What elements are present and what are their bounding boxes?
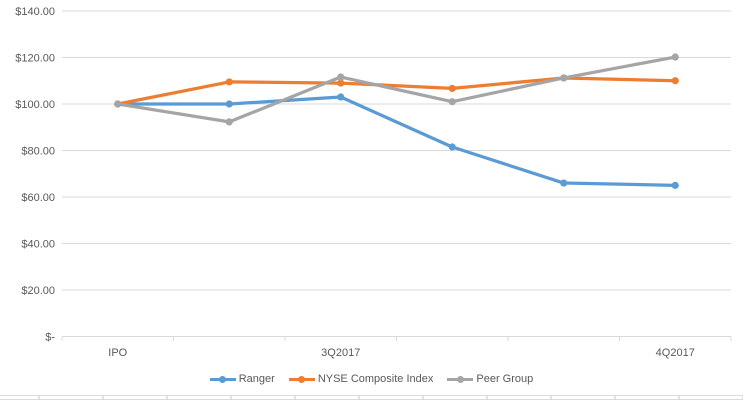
y-axis-label: $20.00: [21, 285, 55, 297]
data-point-peer-group[interactable]: [560, 74, 568, 82]
line-dot-marker-icon: [209, 375, 236, 384]
data-point-nyse-composite-index[interactable]: [337, 79, 345, 87]
y-axis-label: $-: [45, 332, 55, 344]
series-line-nyse-composite-index[interactable]: [116, 76, 677, 106]
data-point-nyse-composite-index[interactable]: [225, 78, 233, 86]
data-point-ranger[interactable]: [560, 179, 568, 187]
data-point-peer-group[interactable]: [671, 53, 679, 61]
line-dot-marker-icon: [447, 375, 474, 384]
y-axis-label: $40.00: [21, 239, 55, 251]
legend-item-ranger[interactable]: Ranger: [209, 373, 275, 386]
data-point-nyse-composite-index[interactable]: [671, 77, 679, 85]
y-axis-label: $60.00: [21, 192, 55, 204]
data-point-ranger[interactable]: [448, 143, 456, 151]
series-line-peer-group[interactable]: [116, 55, 677, 124]
y-axis-label: $80.00: [21, 146, 55, 158]
chart-legend: Ranger NYSE Composite Index Peer Group: [0, 372, 743, 387]
data-point-nyse-composite-index[interactable]: [448, 84, 456, 93]
x-axis-label: 4Q2017: [656, 347, 695, 359]
line-dot-marker-icon: [288, 375, 315, 384]
legend-item-peer-group[interactable]: Peer Group: [447, 373, 533, 386]
data-point-ranger[interactable]: [337, 93, 345, 101]
legend-label-ranger: Ranger: [238, 373, 275, 385]
data-point-peer-group[interactable]: [448, 98, 456, 106]
data-point-peer-group[interactable]: [337, 73, 345, 81]
data-point-ranger[interactable]: [671, 181, 679, 189]
series-line-ranger[interactable]: [116, 95, 677, 187]
y-axis-label: $100.00: [15, 99, 55, 111]
data-point-ranger[interactable]: [225, 100, 233, 108]
y-axis-label: $140.00: [15, 6, 55, 18]
y-axis-label: $120.00: [15, 53, 55, 65]
legend-label-peer-group: Peer Group: [476, 373, 534, 385]
data-point-peer-group[interactable]: [225, 118, 233, 126]
legend-label-nyse-composite-index: NYSE Composite Index: [317, 373, 434, 385]
x-axis-label: IPO: [108, 347, 127, 359]
x-axis-label: 3Q2017: [321, 347, 360, 359]
data-point-peer-group[interactable]: [114, 100, 122, 108]
legend-item-nyse-composite-index[interactable]: NYSE Composite Index: [288, 373, 434, 386]
